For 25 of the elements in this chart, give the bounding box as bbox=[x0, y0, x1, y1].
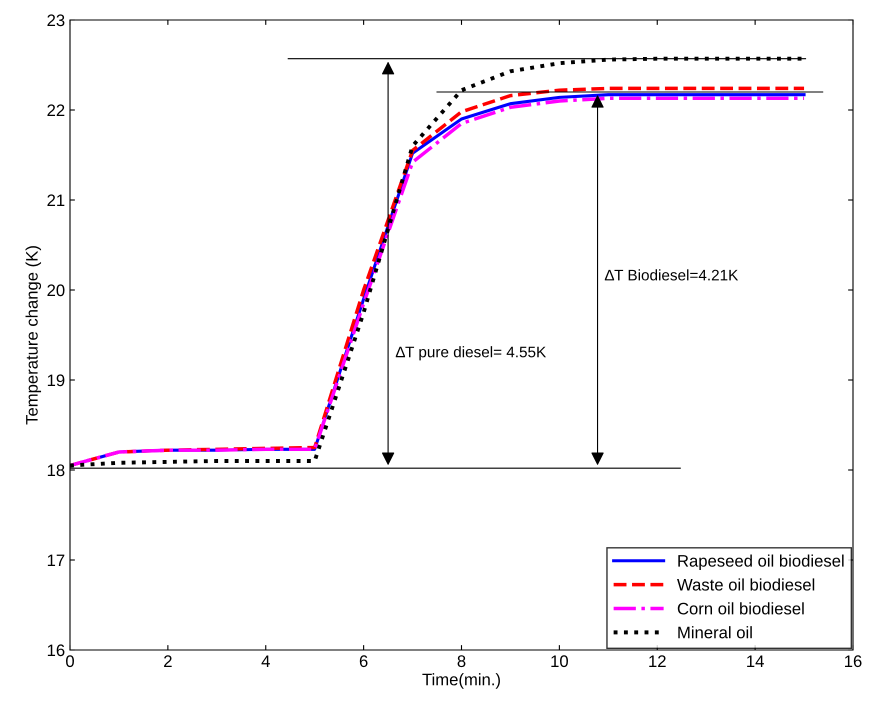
annotation: ∆T pure diesel= 4.55K bbox=[396, 346, 546, 360]
annotation: ∆T Biodiesel=4.21K bbox=[604, 269, 738, 281]
y-tick-label: 23 bbox=[47, 14, 64, 26]
legend-label: Rapeseed oil biodiesel bbox=[678, 554, 844, 570]
y-tick-label: 19 bbox=[48, 374, 64, 386]
x-axis-title: Time(min.) bbox=[422, 673, 500, 689]
legend-label: Corn oil biodiesel bbox=[678, 602, 804, 615]
y-tick-label: 16 bbox=[48, 644, 64, 656]
y-tick-label: 22 bbox=[47, 104, 64, 116]
legend-label: Mineral oil bbox=[678, 626, 752, 638]
y-tick-label: 17 bbox=[48, 554, 64, 566]
y-axis-title: Temperature change (K) bbox=[26, 246, 42, 424]
x-tick-label: 14 bbox=[747, 655, 764, 667]
x-tick-label: 0 bbox=[66, 655, 74, 668]
x-tick-label: 16 bbox=[845, 655, 862, 668]
y-tick-label: 18 bbox=[48, 464, 64, 476]
x-tick-label: 2 bbox=[164, 655, 172, 667]
x-tick-label: 12 bbox=[649, 655, 666, 667]
x-tick-label: 10 bbox=[551, 655, 568, 668]
y-tick-label: 21 bbox=[47, 194, 64, 206]
x-tick-label: 4 bbox=[262, 655, 270, 667]
x-tick-label: 6 bbox=[360, 655, 368, 668]
legend-label: Waste oil biodiesel bbox=[677, 578, 814, 591]
y-tick-label: 20 bbox=[47, 284, 64, 296]
x-tick-label: 8 bbox=[458, 655, 466, 668]
